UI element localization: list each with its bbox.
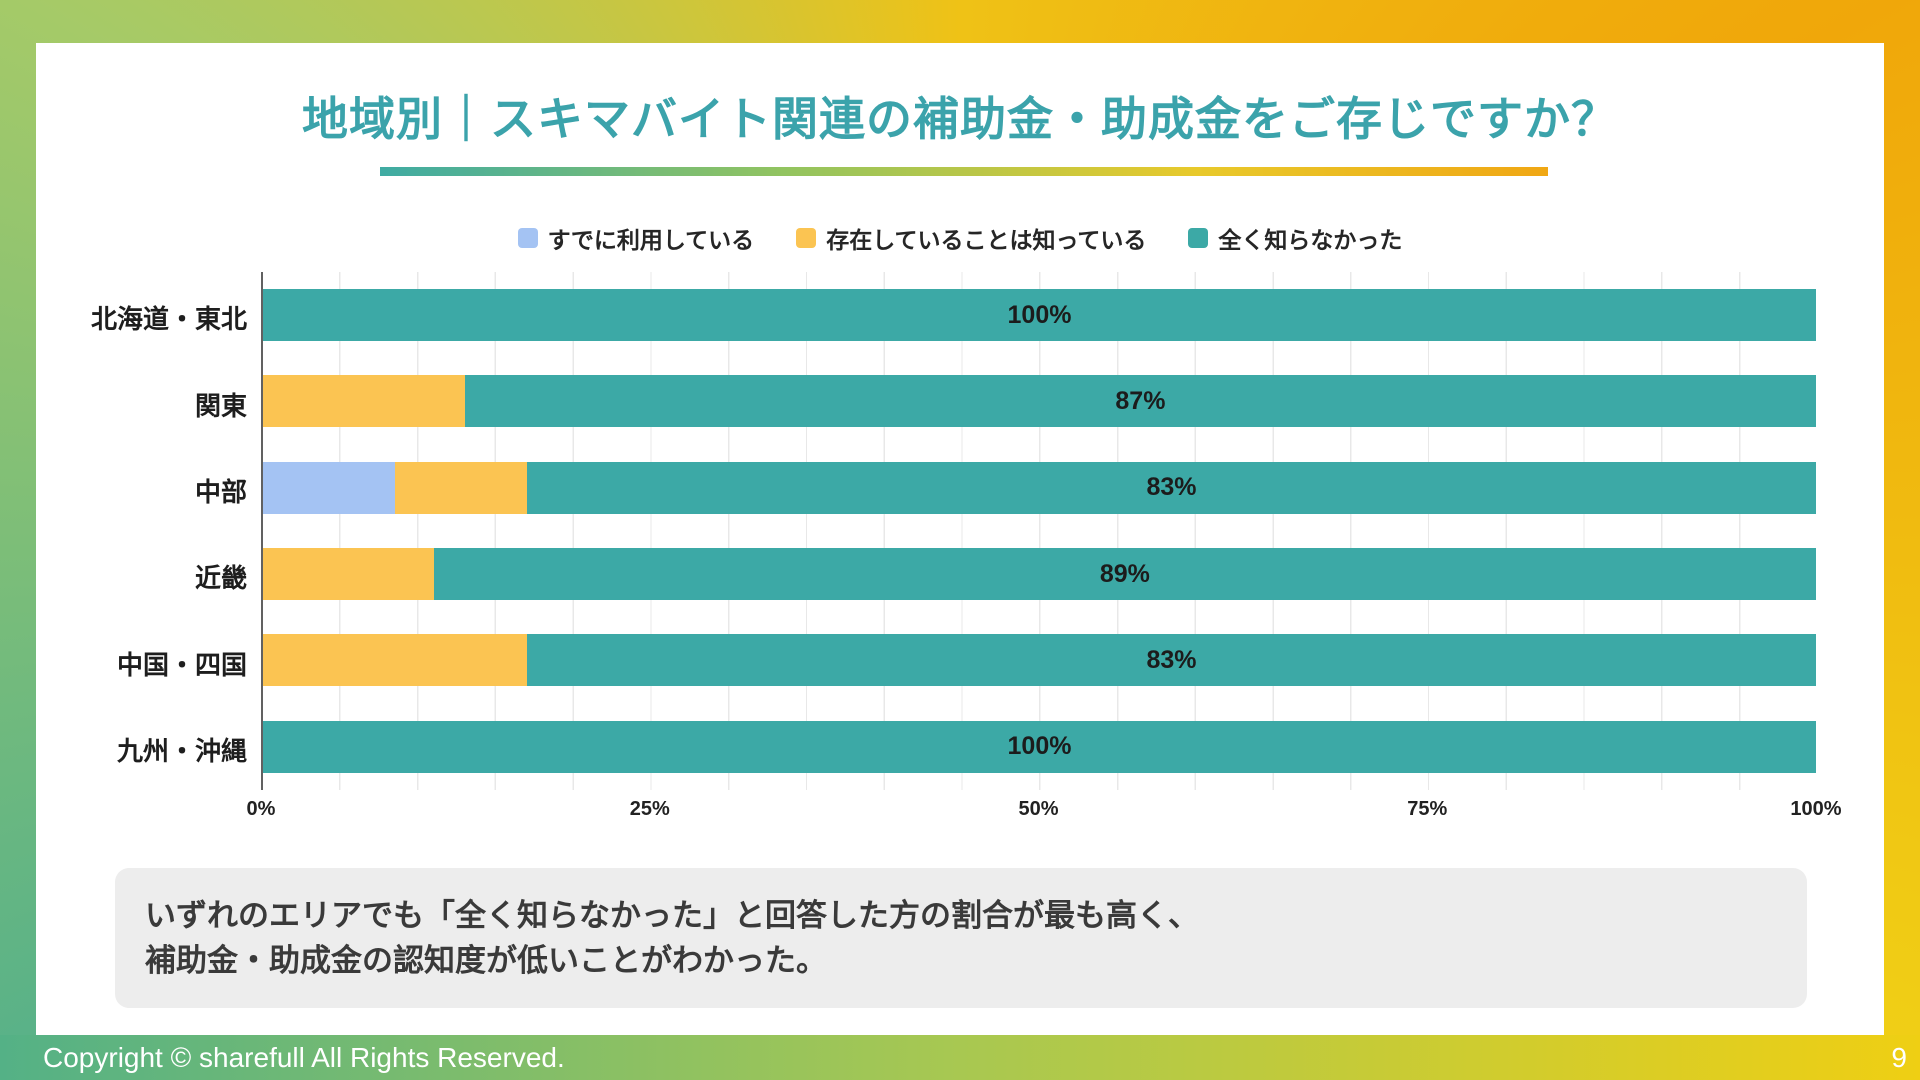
bar-row: 83%: [263, 445, 1816, 531]
footer-bar: Copyright © sharefull All Rights Reserve…: [0, 1035, 1920, 1080]
category-label: 関東: [194, 390, 247, 421]
bar-segment: 89%: [433, 548, 1816, 601]
bar-value-label: 87%: [1115, 386, 1166, 415]
x-axis-tick-labels: 0% 25% 50% 75% 100%: [247, 798, 1842, 828]
note-line-2: 補助金・助成金の認知度が低いことがわかった。: [145, 943, 827, 978]
bar-segment: 83%: [527, 634, 1816, 687]
title-underline-gradient: [380, 167, 1548, 176]
note-line-1: いずれのエリアでも「全く知らなかった」と回答した方の割合が最も高く、: [145, 898, 1199, 933]
bar-segment: 83%: [527, 461, 1816, 514]
slide-canvas: 地域別｜スキマバイト関連の補助金・助成金をご存じですか？ すでに利用している 存在…: [36, 43, 1884, 1035]
bar-segment: [263, 548, 434, 601]
bar-value-label: 89%: [1099, 559, 1150, 588]
note-box: いずれのエリアでも「全く知らなかった」と回答した方の割合が最も高く、 補助金・助…: [115, 868, 1807, 1008]
bar-row: 100%: [263, 704, 1816, 790]
x-axis-tick-label: 0%: [246, 798, 276, 820]
legend-item-label: 存在していることは知っている: [826, 227, 1147, 253]
bar-value-label: 83%: [1146, 645, 1197, 674]
x-axis-tick-label: 25%: [629, 798, 670, 820]
bar-segment: 87%: [464, 375, 1816, 428]
bar-segment: 100%: [263, 720, 1816, 773]
bar-segment: [263, 634, 527, 687]
category-label: 九州・沖縄: [116, 735, 247, 766]
category-label: 近畿: [194, 563, 247, 594]
bar-segment: [263, 461, 395, 514]
legend-swatch-icon: [1188, 228, 1209, 248]
category-label: 中国・四国: [116, 649, 247, 680]
bar-row: 89%: [263, 531, 1816, 617]
page-title: 地域別｜スキマバイト関連の補助金・助成金をご存じですか？: [302, 93, 1618, 145]
bar-segment: 100%: [263, 289, 1816, 342]
category-labels-column: 北海道・東北関東中部近畿中国・四国九州・沖縄: [36, 272, 247, 790]
legend-item-label: 全く知らなかった: [1218, 227, 1403, 253]
legend-item: すでに利用している: [517, 221, 755, 255]
legend-item-label: すでに利用している: [547, 227, 755, 253]
bar-row: 100%: [263, 272, 1816, 358]
legend-swatch-icon: [796, 228, 817, 248]
bar-value-label: 83%: [1146, 473, 1197, 502]
copyright-text: Copyright © sharefull All Rights Reserve…: [43, 1041, 565, 1073]
legend-item: 全く知らなかった: [1188, 221, 1402, 255]
category-label: 北海道・東北: [90, 304, 247, 335]
legend-swatch-icon: [517, 228, 538, 248]
chart-legend: すでに利用している 存在していることは知っている 全く知らなかった: [36, 221, 1884, 255]
category-label: 中部: [194, 476, 247, 507]
bar-value-label: 100%: [1007, 732, 1072, 761]
legend-item: 存在していることは知っている: [796, 221, 1146, 255]
x-axis-tick-label: 50%: [1018, 798, 1059, 820]
bar-value-label: 100%: [1007, 300, 1072, 329]
bar-segment: [395, 461, 527, 514]
x-axis-tick-label: 75%: [1407, 798, 1448, 820]
x-axis-tick-label: 100%: [1790, 798, 1842, 820]
plot-area: 100% 87% 83% 89% 83% 100%: [261, 272, 1816, 790]
bar-row: 83%: [263, 617, 1816, 703]
bar-segment: [263, 375, 465, 428]
bar-row: 87%: [263, 358, 1816, 444]
page-number: 9: [1891, 1041, 1907, 1073]
